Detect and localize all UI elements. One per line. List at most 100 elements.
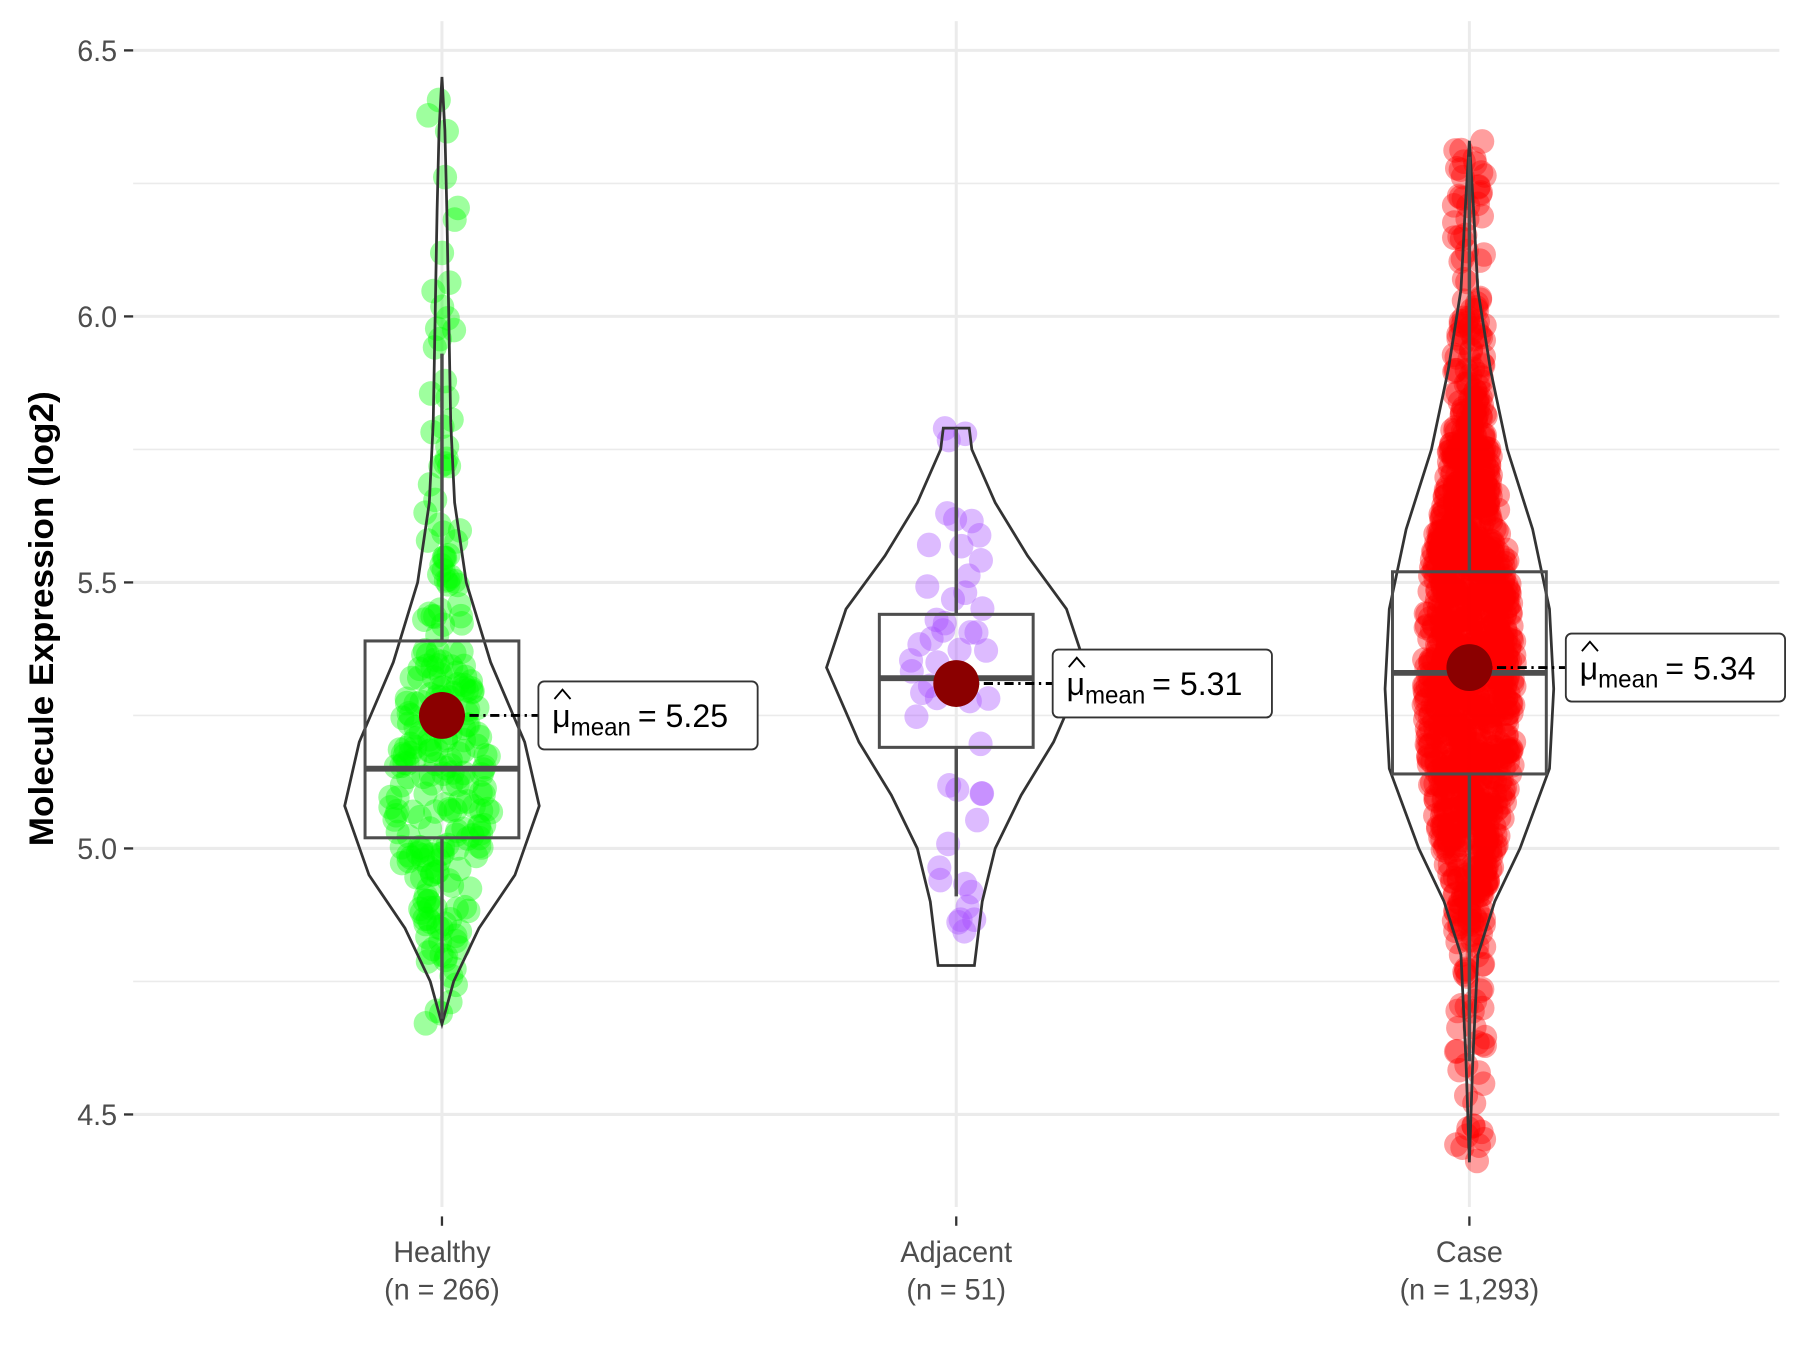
data-point — [1430, 798, 1456, 823]
data-point — [898, 648, 924, 673]
data-point — [451, 653, 477, 679]
data-point — [1445, 858, 1470, 883]
data-point — [1455, 685, 1480, 711]
data-point — [1495, 587, 1520, 613]
data-point — [1460, 771, 1485, 797]
data-point — [419, 771, 444, 796]
data-point — [1413, 707, 1438, 732]
data-point — [1492, 583, 1517, 608]
data-point — [1442, 474, 1467, 500]
data-point — [1494, 537, 1519, 563]
data-point — [1464, 738, 1489, 763]
data-point — [396, 711, 422, 736]
data-point — [1431, 556, 1456, 582]
data-point — [1441, 342, 1466, 368]
data-point — [1483, 632, 1508, 658]
data-point — [1434, 621, 1459, 646]
data-point — [413, 781, 438, 807]
data-point — [1470, 749, 1495, 774]
group-adjacent: μmean = 5.31 — [825, 416, 1273, 967]
data-point — [1419, 547, 1444, 573]
data-point — [1418, 563, 1443, 589]
data-point — [425, 638, 450, 664]
data-point — [1476, 492, 1501, 518]
data-point — [1443, 918, 1468, 944]
data-point — [1485, 482, 1511, 508]
data-point — [445, 772, 470, 798]
data-point — [1452, 742, 1478, 768]
data-point — [1447, 432, 1472, 458]
data-point — [1436, 828, 1462, 854]
mean-label-box — [537, 680, 759, 751]
data-point — [1464, 731, 1489, 757]
data-point — [415, 528, 440, 553]
data-point — [1497, 634, 1522, 659]
data-point — [1454, 519, 1479, 544]
data-point — [1468, 446, 1494, 472]
data-point — [416, 855, 442, 880]
data-point — [1473, 854, 1498, 880]
data-point — [919, 626, 944, 652]
data-point — [1472, 481, 1498, 506]
data-point — [1443, 138, 1468, 163]
data-point — [1439, 511, 1464, 536]
data-point — [1468, 875, 1493, 901]
mean-point — [1446, 644, 1493, 691]
data-point — [1447, 719, 1472, 745]
data-point — [1433, 608, 1458, 633]
data-point — [1483, 834, 1508, 859]
data-point — [1442, 843, 1467, 869]
data-point — [1439, 538, 1464, 564]
data-point — [1424, 587, 1449, 613]
data-point — [1443, 833, 1468, 859]
data-point — [1465, 489, 1490, 514]
data-point — [1468, 574, 1493, 599]
data-point — [1487, 672, 1512, 698]
data-point — [1471, 327, 1497, 353]
data-point — [1421, 612, 1446, 637]
data-point — [1441, 535, 1466, 561]
data-point — [1493, 645, 1518, 671]
data-point — [1440, 549, 1465, 575]
data-point — [1457, 601, 1482, 627]
data-point — [1449, 580, 1474, 606]
data-point — [1483, 630, 1508, 656]
data-point — [1430, 540, 1456, 566]
data-point — [1469, 882, 1494, 908]
data-point — [1466, 392, 1491, 418]
data-point — [1453, 537, 1478, 563]
data-point — [1484, 797, 1509, 823]
data-point — [1425, 556, 1450, 582]
data-point — [1453, 764, 1478, 790]
x-tick-count: (n = 51) — [906, 1274, 1006, 1306]
data-point — [1440, 528, 1465, 553]
data-point — [1453, 685, 1478, 711]
groups: μmean = 5.25 μmean = 5.31 μmean = 5.34 — [343, 76, 1786, 1174]
data-point — [1466, 585, 1491, 610]
data-point — [1495, 581, 1520, 607]
data-point — [1419, 677, 1444, 702]
data-point — [1467, 774, 1493, 800]
data-point — [1491, 777, 1516, 803]
y-tick-label: 4.5 — [77, 1100, 117, 1132]
data-point — [1470, 1032, 1495, 1057]
data-point — [1483, 743, 1509, 769]
data-point — [1433, 797, 1458, 822]
data-point — [1473, 869, 1498, 894]
data-point — [412, 906, 437, 932]
data-point — [1424, 531, 1449, 556]
data-point — [1441, 440, 1466, 465]
data-point — [1480, 529, 1505, 554]
data-point — [1472, 422, 1497, 448]
data-point — [461, 794, 486, 819]
data-point — [1476, 809, 1501, 834]
data-point — [1502, 629, 1527, 654]
data-point — [1467, 695, 1492, 721]
data-point — [394, 690, 419, 716]
data-point — [1459, 875, 1484, 901]
data-point — [1465, 746, 1490, 772]
data-point — [1454, 487, 1479, 513]
data-point — [1479, 824, 1504, 850]
data-point — [1494, 651, 1519, 676]
data-point — [434, 944, 459, 969]
